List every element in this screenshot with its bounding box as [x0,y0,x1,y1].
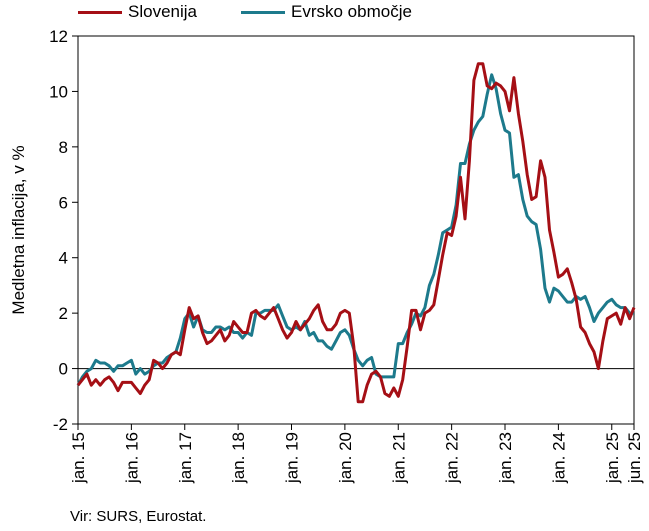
y-tick-label: 12 [49,27,68,46]
x-tick-label: jan. 24 [549,432,568,484]
legend-item-slovenija: Slovenija [78,2,197,22]
y-tick-label: 2 [59,304,68,323]
plot-frame [77,35,635,425]
x-tick-label: jan. 22 [443,432,462,484]
y-tick-label: -2 [53,415,68,434]
x-tick-label: jan. 18 [229,432,248,484]
y-tick-label: 4 [59,249,68,268]
legend-swatch-evrsko-obmocje [241,10,285,14]
y-tick-label: 10 [49,82,68,101]
x-tick-label: jan. 19 [283,432,302,484]
source-note: Vir: SURS, Eurostat. [70,508,207,525]
x-tick-label: jan. 23 [496,432,515,484]
x-tick-label: jan. 20 [336,432,355,484]
x-tick-label: jan. 15 [69,432,88,484]
x-tick-label: jan. 25 [603,432,622,484]
x-tick-label: jan. 21 [389,432,408,484]
legend: Slovenija Evrsko območje [78,2,412,22]
y-tick-label: 8 [59,138,68,157]
legend-swatch-slovenija [78,10,122,14]
legend-label-evrsko-obmocje: Evrsko območje [291,2,412,21]
x-tick-label: jan. 17 [176,432,195,484]
x-tick-label: jun. 25 [625,432,644,484]
y-axis-title: Medletna inflacija, v % [9,145,28,314]
legend-item-evrsko-obmocje: Evrsko območje [241,2,412,22]
y-tick-label: 0 [59,360,68,379]
series-line-slovenija [76,62,636,404]
x-tick-label: jan. 16 [122,432,141,484]
legend-label-slovenija: Slovenija [128,2,197,21]
y-tick-label: 6 [59,193,68,212]
